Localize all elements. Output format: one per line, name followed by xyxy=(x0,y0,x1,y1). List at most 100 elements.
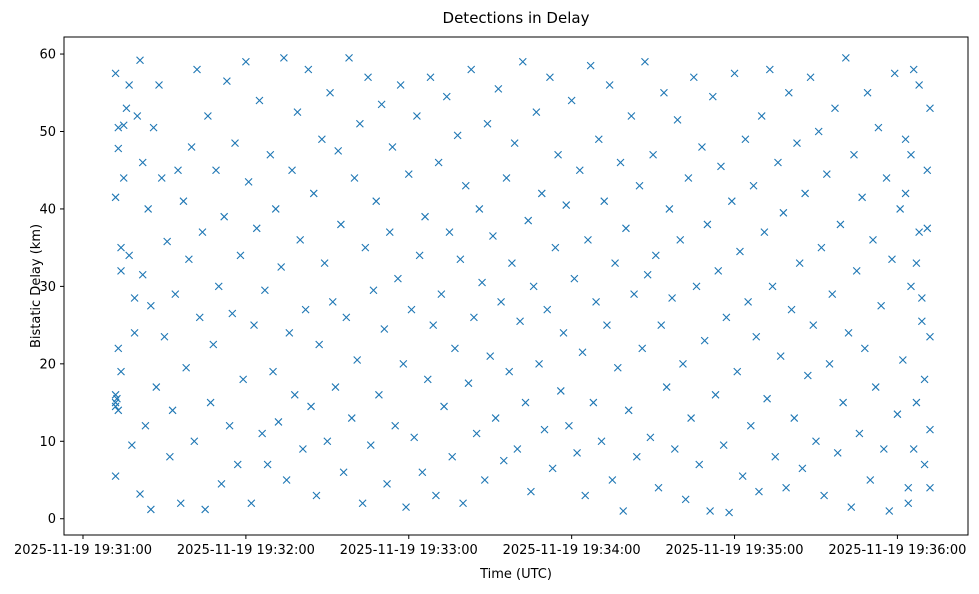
data-point xyxy=(700,336,709,345)
x-tick-label: 2025-11-19 19:31:00 xyxy=(14,543,152,558)
data-point xyxy=(442,92,451,101)
data-point xyxy=(852,267,861,275)
data-point xyxy=(926,104,934,113)
data-point xyxy=(738,472,747,481)
data-point xyxy=(203,112,212,120)
data-point xyxy=(790,414,799,422)
data-point xyxy=(689,73,698,82)
x-tick-label: 2025-11-19 19:36:00 xyxy=(828,543,966,558)
data-point xyxy=(917,317,926,326)
data-point xyxy=(296,236,305,244)
data-point xyxy=(353,356,362,364)
data-point xyxy=(643,270,652,279)
data-point xyxy=(532,108,541,117)
data-point xyxy=(855,429,864,438)
data-point xyxy=(592,297,600,306)
data-point xyxy=(586,61,595,70)
data-point xyxy=(320,259,329,268)
data-point xyxy=(231,139,239,147)
data-point xyxy=(301,305,310,314)
data-point xyxy=(687,414,695,422)
data-point xyxy=(489,232,497,240)
data-point xyxy=(768,282,777,291)
data-point xyxy=(198,228,207,237)
data-point xyxy=(277,263,286,271)
data-point xyxy=(904,483,913,492)
data-point xyxy=(917,294,926,302)
data-point xyxy=(714,267,723,275)
data-point xyxy=(193,65,201,74)
data-point xyxy=(437,290,446,299)
data-point xyxy=(114,123,123,132)
data-point xyxy=(456,255,465,264)
data-point xyxy=(307,402,315,411)
data-point xyxy=(375,390,383,399)
data-point xyxy=(391,421,400,430)
data-point xyxy=(613,363,622,372)
data-point xyxy=(380,325,389,333)
data-point xyxy=(144,205,153,213)
data-point xyxy=(926,425,934,434)
data-point xyxy=(581,491,590,500)
data-point xyxy=(616,158,625,167)
data-point xyxy=(421,212,429,221)
data-point xyxy=(241,57,250,66)
data-point xyxy=(885,507,894,515)
data-point xyxy=(795,259,804,268)
data-point xyxy=(114,406,123,415)
data-point xyxy=(244,177,253,186)
data-point xyxy=(111,402,120,411)
data-point xyxy=(597,437,606,446)
data-point xyxy=(869,236,877,244)
data-point xyxy=(141,421,150,430)
y-tick-label: 50 xyxy=(39,125,56,140)
data-point xyxy=(556,387,565,395)
data-point xyxy=(168,406,177,415)
data-point xyxy=(125,251,134,260)
data-point xyxy=(157,174,166,182)
data-point xyxy=(909,445,918,453)
data-point xyxy=(318,135,326,144)
data-point xyxy=(369,286,378,295)
data-point xyxy=(364,73,372,82)
data-point xyxy=(461,181,470,190)
data-point xyxy=(326,88,334,97)
data-point xyxy=(888,255,896,264)
data-point xyxy=(863,88,872,97)
data-point xyxy=(589,398,598,407)
data-point xyxy=(695,460,704,469)
data-point xyxy=(926,483,934,492)
data-point xyxy=(228,309,237,318)
data-point xyxy=(328,297,337,306)
data-point xyxy=(138,270,147,279)
data-point xyxy=(114,144,123,153)
data-point xyxy=(250,321,258,330)
data-point xyxy=(831,104,839,113)
data-point xyxy=(627,112,636,120)
data-point xyxy=(817,243,826,252)
data-point xyxy=(820,491,829,500)
data-point xyxy=(649,150,657,159)
data-point xyxy=(502,174,511,182)
data-point xyxy=(407,305,416,314)
data-point xyxy=(290,390,299,399)
data-point xyxy=(470,313,478,322)
data-point xyxy=(163,237,172,246)
data-point xyxy=(923,224,932,233)
data-point xyxy=(432,491,440,500)
data-point xyxy=(915,228,924,237)
data-point xyxy=(415,251,424,260)
data-point xyxy=(527,487,535,496)
y-tick-label: 60 xyxy=(39,48,56,63)
data-point xyxy=(540,425,549,434)
data-point xyxy=(331,383,340,391)
data-point xyxy=(806,73,815,82)
data-point xyxy=(312,491,321,500)
data-point xyxy=(111,69,120,78)
data-point xyxy=(125,81,134,89)
data-point xyxy=(624,406,633,415)
data-point xyxy=(901,189,910,198)
data-point xyxy=(114,344,123,353)
data-point xyxy=(315,340,324,349)
data-point xyxy=(269,367,277,376)
